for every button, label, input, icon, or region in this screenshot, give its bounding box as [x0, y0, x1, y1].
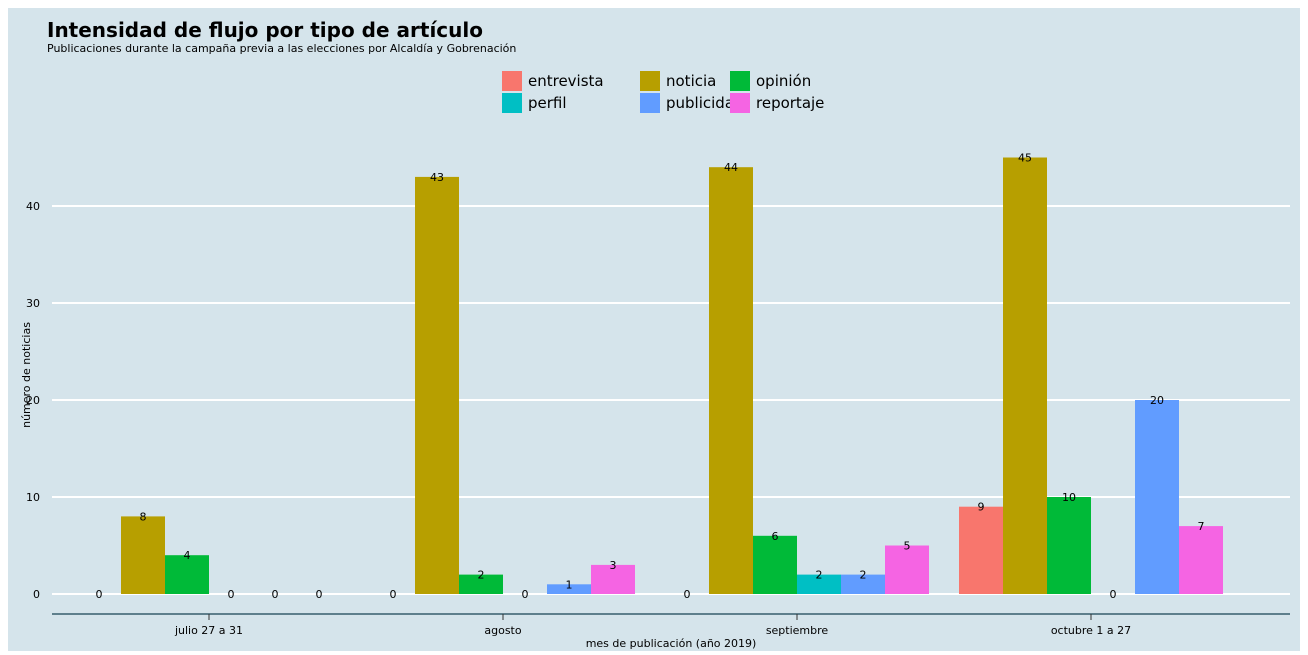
bar-noticia [1003, 157, 1047, 594]
legend-swatch [640, 71, 660, 91]
bar-opinión [459, 574, 503, 594]
data-label: 2 [478, 569, 485, 582]
data-label: 8 [140, 510, 147, 523]
data-label: 20 [1150, 394, 1164, 407]
legend-swatch [640, 93, 660, 113]
y-tick-label: 10 [26, 491, 40, 504]
data-label: 1 [566, 578, 573, 591]
data-label: 5 [904, 540, 911, 553]
legend-item-reportaje: reportaje [730, 92, 824, 114]
data-label: 2 [860, 569, 867, 582]
y-tick-label: 30 [26, 297, 40, 310]
data-label: 4 [184, 549, 191, 562]
legend-item-opinión: opinión [730, 70, 811, 92]
chart-subtitle: Publicaciones durante la campaña previa … [47, 42, 517, 55]
bar-noticia [121, 516, 165, 594]
data-label: 45 [1018, 152, 1032, 165]
data-label: 0 [390, 588, 397, 601]
y-tick-label: 0 [33, 588, 40, 601]
data-label: 0 [316, 588, 323, 601]
legend-item-publicidad: publicidad [640, 92, 744, 114]
legend-label: noticia [666, 72, 717, 90]
x-tick-label: agosto [484, 624, 521, 637]
bar-noticia [709, 167, 753, 594]
legend-item-perfil: perfil [502, 92, 567, 114]
x-tick-label: octubre 1 a 27 [1051, 624, 1131, 637]
legend-swatch [502, 71, 522, 91]
legend-item-entrevista: entrevista [502, 70, 604, 92]
data-label: 0 [96, 588, 103, 601]
bar-entrevista [959, 506, 1003, 594]
data-label: 0 [228, 588, 235, 601]
legend-label: perfil [528, 94, 567, 112]
bar-noticia [415, 176, 459, 594]
data-label: 3 [610, 559, 617, 572]
legend-swatch [502, 93, 522, 113]
legend-swatch [730, 93, 750, 113]
bar-opinión [165, 555, 209, 594]
legend-label: publicidad [666, 94, 744, 112]
data-label: 10 [1062, 491, 1076, 504]
data-label: 7 [1198, 520, 1205, 533]
legend-label: reportaje [756, 94, 825, 112]
data-label: 6 [772, 530, 779, 543]
bar-perfil [797, 574, 841, 594]
bar-opinión [753, 535, 797, 594]
legend-swatch [730, 71, 750, 91]
y-tick-label: 40 [26, 200, 40, 213]
bar-publicidad [547, 584, 591, 594]
bar-reportaje [1179, 526, 1223, 594]
legend: entrevista noticia opinión perfil publicidad… [502, 70, 882, 118]
legend-label: opinión [756, 72, 812, 90]
bar-publicidad [1135, 400, 1179, 594]
y-tick-label: 20 [26, 394, 40, 407]
data-label: 43 [430, 171, 444, 184]
bar-reportaje [885, 545, 929, 594]
data-label: 0 [1110, 588, 1117, 601]
x-tick-label: septiembre [766, 624, 829, 637]
data-label: 0 [522, 588, 529, 601]
data-label: 0 [684, 588, 691, 601]
data-label: 2 [816, 569, 823, 582]
chart-title: Intensidad de flujo por tipo de artículo [47, 18, 483, 42]
x-tick-label: julio 27 a 31 [174, 624, 243, 637]
data-label: 0 [272, 588, 279, 601]
data-label: 44 [724, 161, 738, 174]
y-axis-title: número de noticias [20, 322, 33, 428]
data-label: 9 [978, 501, 985, 514]
bar-opinión [1047, 497, 1091, 594]
x-axis-title: mes de publicación (año 2019) [586, 637, 757, 650]
bar-reportaje [591, 564, 635, 594]
bar-publicidad [841, 574, 885, 594]
legend-item-noticia: noticia [640, 70, 716, 92]
legend-label: entrevista [528, 72, 604, 90]
